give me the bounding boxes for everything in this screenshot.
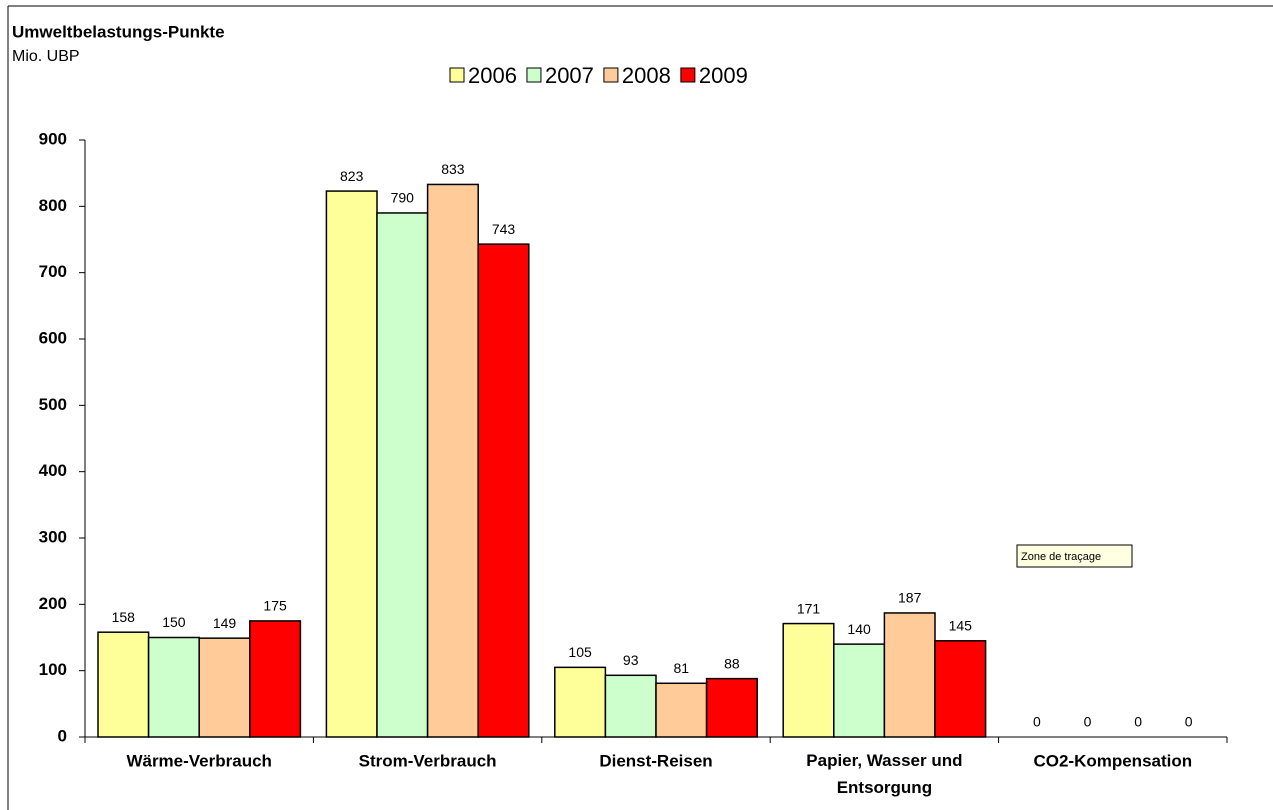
x-tick-label: Papier, Wasser und Entsorgung — [806, 751, 962, 797]
value-label: 187 — [898, 590, 922, 606]
value-label: 93 — [623, 652, 639, 668]
y-tick-label: 100 — [39, 660, 67, 679]
bar — [376, 212, 429, 738]
bar — [97, 631, 150, 738]
y-tick-label: 800 — [39, 196, 67, 215]
value-label: 81 — [674, 660, 690, 676]
bar — [554, 666, 607, 738]
y-tick-label: 0 — [58, 726, 67, 745]
x-tick-label: Wärme-Verbrauch — [126, 751, 272, 770]
value-label: 149 — [213, 615, 237, 631]
value-label: 790 — [391, 190, 415, 206]
y-tick-label: 700 — [39, 262, 67, 281]
y-tick-label: 400 — [39, 461, 67, 480]
legend-label: 2006 — [468, 63, 517, 88]
y-tick-label: 600 — [39, 328, 67, 347]
value-label: 0 — [1134, 714, 1142, 730]
value-label: 88 — [724, 655, 740, 671]
legend-label: 2008 — [622, 63, 671, 88]
y-tick-label: 300 — [39, 527, 67, 546]
legend-label: 2009 — [699, 63, 748, 88]
legend-swatch — [603, 67, 619, 83]
bar — [883, 612, 936, 738]
x-tick-label: CO2-Kompensation — [1033, 751, 1192, 770]
value-label: 150 — [162, 614, 186, 630]
value-label: 175 — [263, 598, 287, 614]
bar — [705, 677, 758, 738]
y-tick-label: 900 — [39, 129, 67, 148]
bar — [477, 243, 530, 738]
legend-swatch — [449, 67, 465, 83]
legend-label: 2007 — [545, 63, 594, 88]
value-label: 145 — [949, 618, 973, 634]
chart-title: Umweltbelastungs-Punkte — [12, 22, 225, 41]
bar — [934, 640, 987, 738]
value-label: 140 — [847, 621, 871, 637]
value-label: 833 — [441, 161, 465, 177]
bar — [325, 190, 378, 738]
value-label: 0 — [1185, 714, 1193, 730]
bar — [426, 183, 479, 738]
bar — [249, 620, 302, 738]
tooltip-text: Zone de traçage — [1021, 551, 1101, 563]
bar — [655, 682, 708, 738]
y-tick-label: 200 — [39, 594, 67, 613]
legend-swatch — [680, 67, 696, 83]
legend-swatch — [526, 67, 542, 83]
x-tick-label: Dienst-Reisen — [599, 751, 712, 770]
x-tick-label: Strom-Verbrauch — [359, 751, 497, 770]
legend: 2006 2007 2008 2009 — [449, 63, 748, 88]
bar — [198, 637, 251, 738]
bar — [147, 636, 200, 738]
bar — [782, 622, 835, 738]
value-label: 105 — [568, 644, 592, 660]
bar — [604, 674, 657, 738]
chart-subtitle: Mio. UBP — [12, 48, 80, 65]
value-label: 823 — [340, 168, 364, 184]
value-label: 171 — [797, 600, 821, 616]
value-label: 0 — [1084, 714, 1092, 730]
value-label: 743 — [492, 221, 516, 237]
bar — [833, 643, 886, 738]
y-tick-label: 500 — [39, 395, 67, 414]
value-label: 0 — [1033, 714, 1041, 730]
tooltip-box — [1016, 544, 1133, 568]
value-label: 158 — [112, 609, 136, 625]
